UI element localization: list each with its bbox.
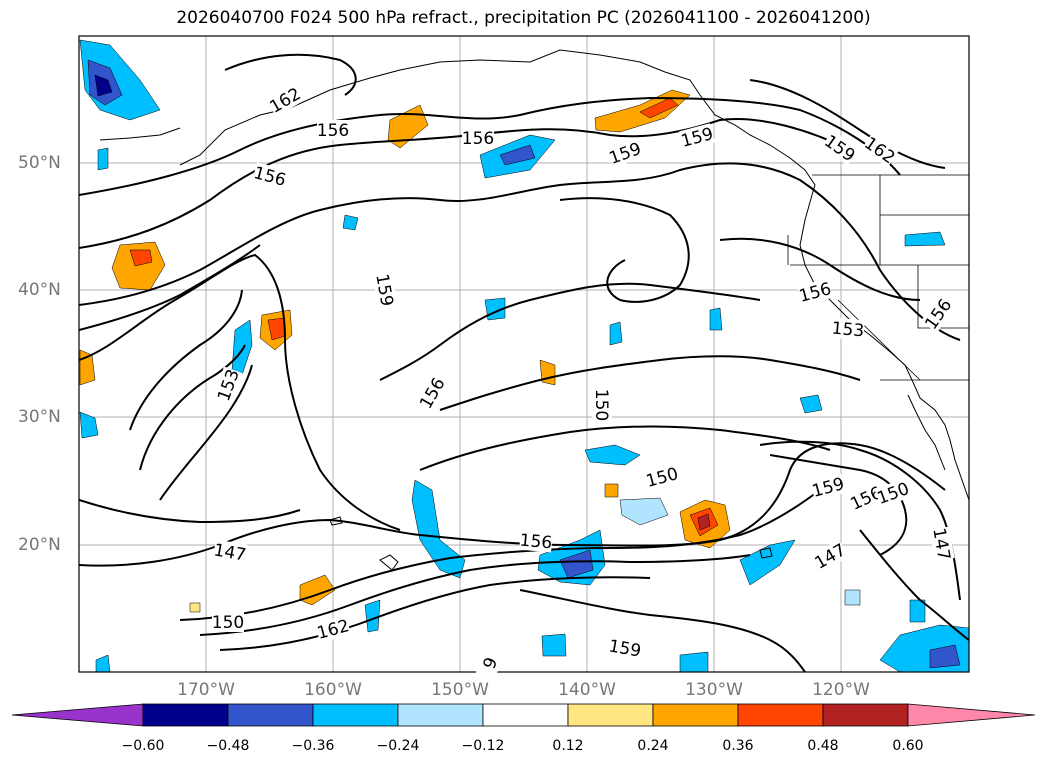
contour-label-bg bbox=[678, 123, 716, 151]
lat-label: 50°N bbox=[18, 153, 61, 173]
colorbar-segment bbox=[312, 703, 399, 727]
colorbar-extend-min bbox=[11, 703, 144, 727]
contour-label-bg bbox=[643, 463, 681, 491]
map-title: 2026040700 F024 500 hPa refract., precip… bbox=[176, 8, 871, 28]
map-frame bbox=[78, 35, 970, 673]
colorbar-segment bbox=[737, 703, 824, 727]
contour-label-bg bbox=[874, 478, 912, 508]
contour-label-bg bbox=[831, 317, 865, 341]
colorbar-segment bbox=[482, 703, 569, 727]
colorbar-segment bbox=[227, 703, 314, 727]
colorbar-tick-label: −0.12 bbox=[461, 738, 505, 754]
lon-label: 140°W bbox=[558, 680, 616, 700]
contour-label-bg bbox=[475, 644, 505, 682]
contour-label-bg bbox=[607, 635, 643, 661]
contour-label: 150 bbox=[212, 613, 244, 633]
colorbar-segment bbox=[142, 703, 229, 727]
lon-label: 130°W bbox=[685, 680, 743, 700]
lat-label: 30°N bbox=[18, 407, 61, 427]
contour-label-bg bbox=[811, 539, 849, 573]
contour-label: 153 bbox=[831, 319, 865, 342]
contour-label-bg bbox=[929, 526, 955, 562]
colorbar-segment bbox=[822, 703, 909, 727]
map-background bbox=[79, 36, 969, 672]
lon-label: 160°W bbox=[304, 680, 362, 700]
contour-label-bg bbox=[213, 366, 243, 404]
contour-label: 150 bbox=[591, 389, 611, 421]
lat-label: 40°N bbox=[18, 280, 61, 300]
contour-label-bg bbox=[372, 272, 398, 308]
contour-label-bg bbox=[415, 374, 449, 412]
contour-label-bg bbox=[796, 278, 834, 306]
height-contours bbox=[79, 53, 969, 672]
contour-label-bg bbox=[809, 473, 847, 501]
contour-label-bg bbox=[251, 162, 289, 190]
contour-label: 156 bbox=[519, 531, 553, 554]
lon-label: 150°W bbox=[431, 680, 489, 700]
colorbar-extend-max bbox=[907, 703, 1036, 727]
lon-label: 120°W bbox=[812, 680, 870, 700]
colorbar-tick-label: −0.60 bbox=[121, 738, 165, 754]
colorbar-tick-label: −0.24 bbox=[376, 738, 420, 754]
colorbar-tick-label: 0.12 bbox=[552, 738, 584, 754]
contour-label-bg bbox=[212, 539, 248, 565]
colorbar-tick-label: −0.36 bbox=[291, 738, 335, 754]
colorbar-segment bbox=[652, 703, 739, 727]
contour-label-bg bbox=[861, 132, 899, 168]
colorbar-segment bbox=[567, 703, 654, 727]
contour-label-bg bbox=[592, 389, 612, 421]
contour-label-bg bbox=[314, 615, 352, 643]
contour-label: 156 bbox=[317, 121, 349, 141]
colorbar bbox=[11, 703, 1036, 727]
colorbar-tick-label: 0.36 bbox=[722, 738, 754, 754]
contour-label-bg bbox=[317, 120, 349, 140]
contour-label-bg bbox=[462, 128, 494, 148]
contour-label-bg bbox=[266, 83, 304, 117]
contour-label: 156 bbox=[462, 129, 494, 149]
colorbar-tick-label: 0.60 bbox=[892, 738, 924, 754]
contour-label-bg bbox=[606, 138, 644, 168]
colorbar-segment bbox=[397, 703, 484, 727]
colorbar-tick-label: 0.24 bbox=[637, 738, 669, 754]
contour-label-bg bbox=[212, 612, 244, 632]
state-borders bbox=[787, 174, 969, 381]
precip-shading bbox=[79, 39, 969, 672]
contour-label-bg bbox=[920, 295, 956, 333]
contour-label-bg bbox=[821, 130, 859, 166]
colorbar-tick-label: −0.48 bbox=[206, 738, 250, 754]
contour-label-bg bbox=[519, 529, 553, 553]
colorbar-tick-label: 0.48 bbox=[807, 738, 839, 754]
lat-label: 20°N bbox=[18, 535, 61, 555]
lon-label: 170°W bbox=[177, 680, 235, 700]
